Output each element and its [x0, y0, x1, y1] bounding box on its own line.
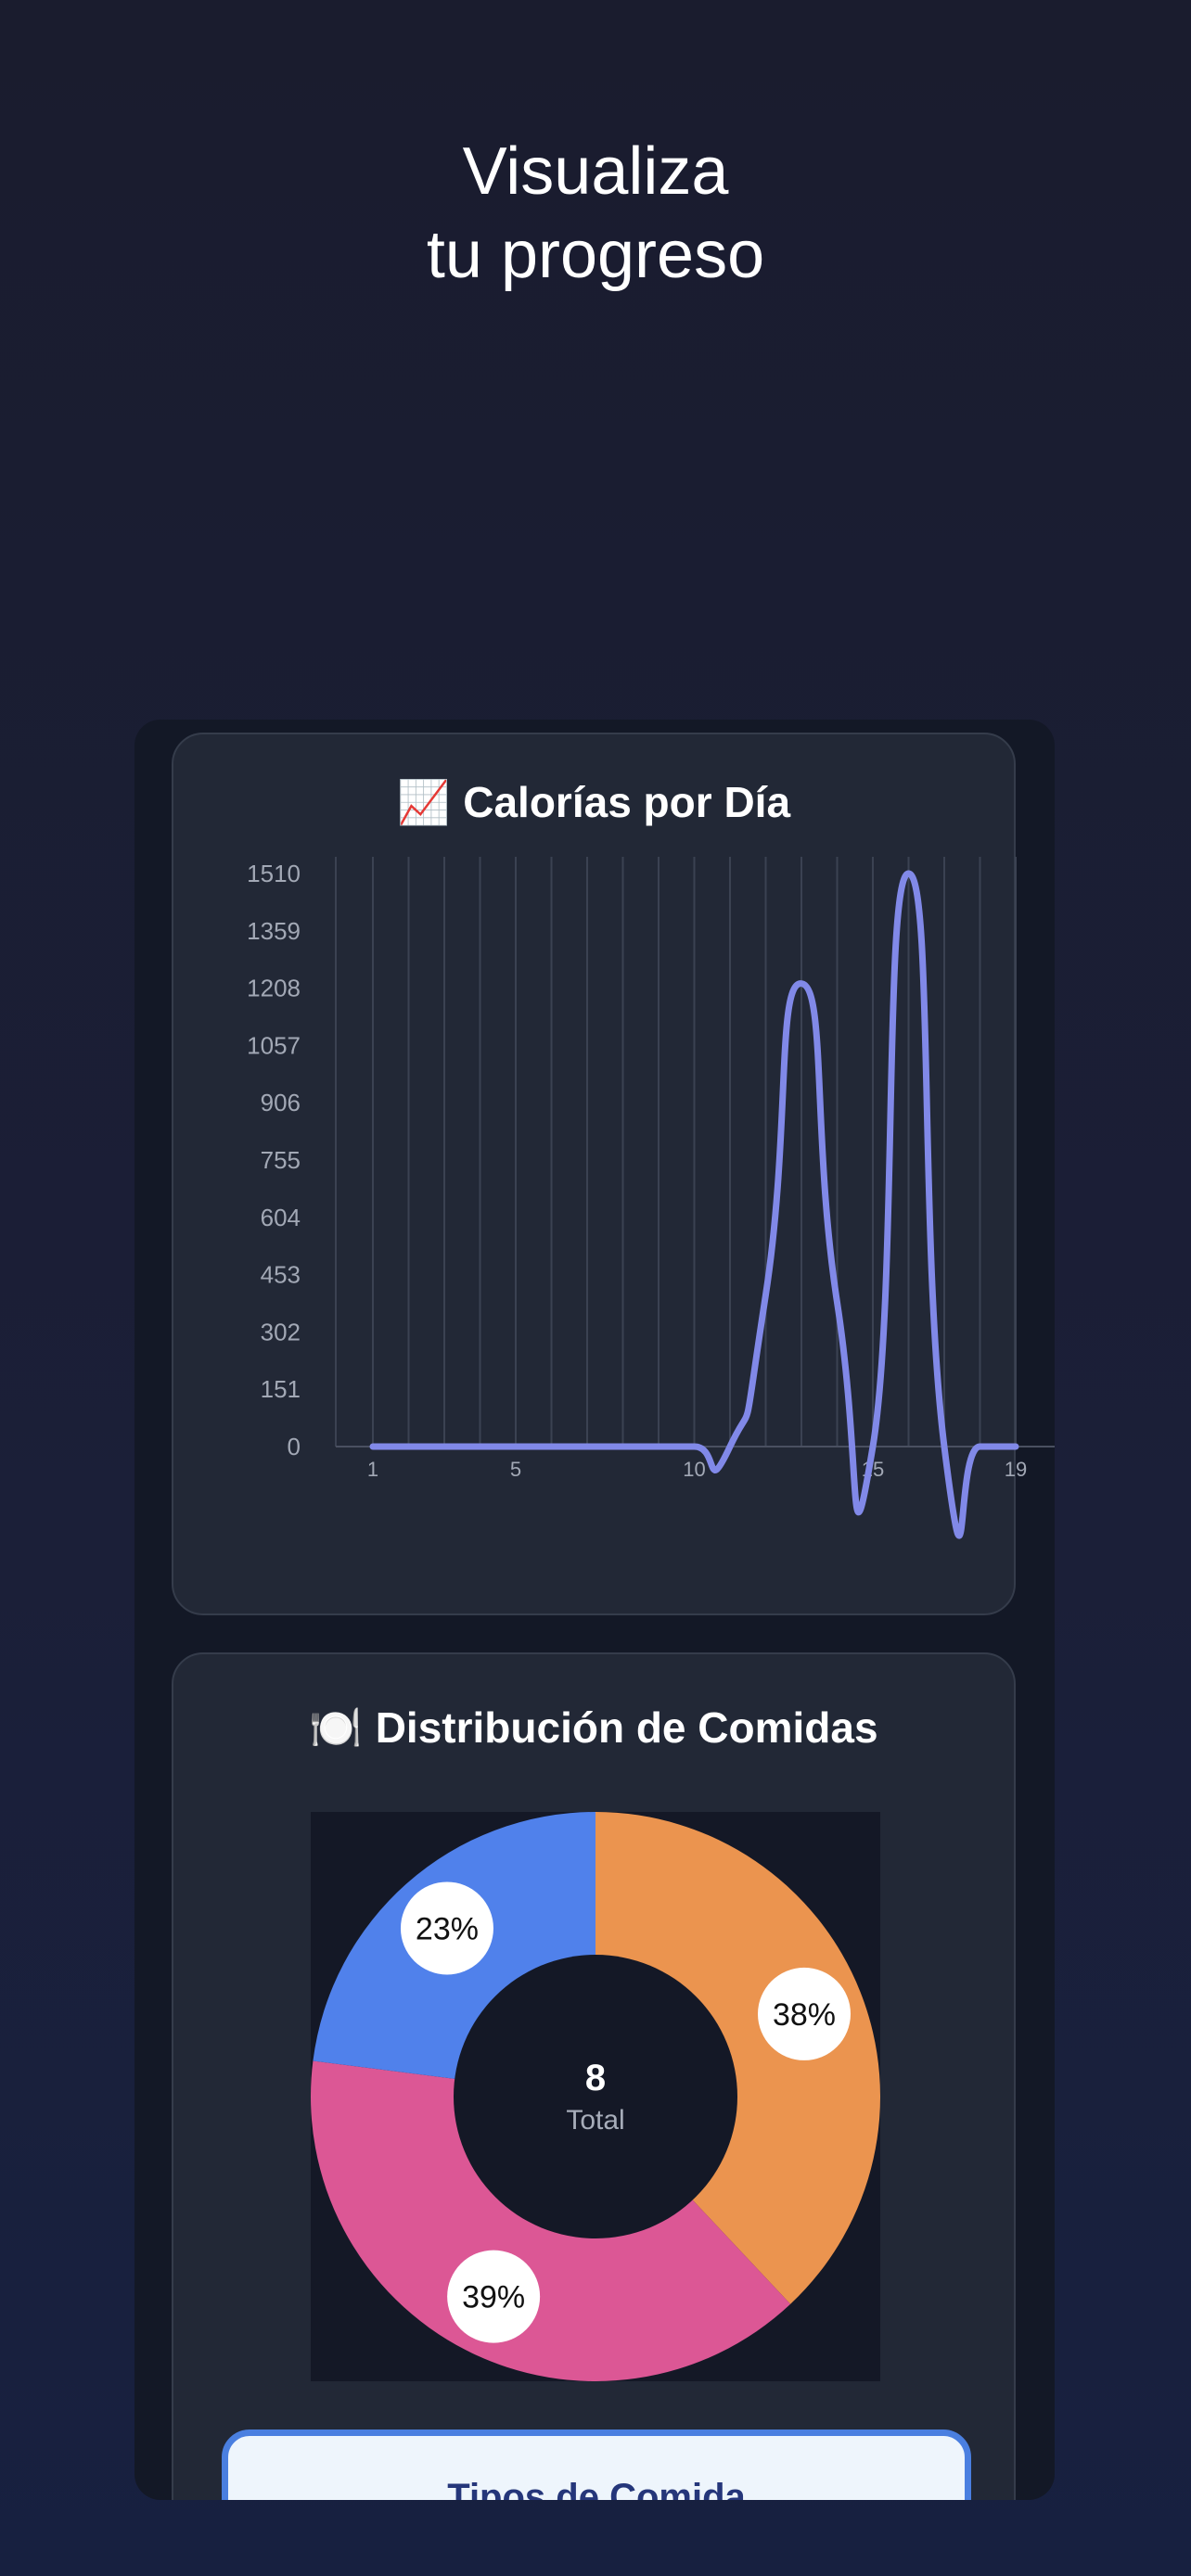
headline-line-1: Visualiza	[462, 134, 729, 209]
y-tick-label: 1510	[247, 860, 301, 887]
donut-slice	[596, 1812, 880, 2304]
meal-types-button-label: Tipos de Comida	[447, 2477, 746, 2500]
meals-title-text: Distribución de Comidas	[375, 1703, 878, 1752]
y-tick-label: 0	[288, 1433, 301, 1460]
y-tick-label: 302	[261, 1318, 301, 1345]
slice-label-bubble	[758, 1967, 852, 2060]
headline: Visualiza tu progreso	[0, 130, 1191, 297]
y-tick-label: 453	[261, 1261, 301, 1289]
meal-types-button[interactable]: Tipos de Comida	[222, 2429, 971, 2500]
calories-card-title: 📈 Calorías por Día	[173, 777, 1014, 828]
meals-donut-chart: 38% 39% 23% 8 Total	[311, 1812, 880, 2381]
x-tick-label: 19	[1005, 1458, 1027, 1481]
donut-total-value: 8	[585, 2058, 606, 2098]
y-tick-label: 1208	[247, 975, 301, 1002]
donut-hole	[454, 1955, 737, 2238]
app-screen: 📈 Calorías por Día 0 151 302 453 604 755 906 105…	[134, 720, 1055, 2500]
y-tick-label: 755	[261, 1146, 301, 1174]
y-tick-label: 604	[261, 1204, 301, 1231]
x-tick-label: 5	[510, 1458, 521, 1481]
meals-card: 🍽️ Distribución de Comidas 38% 39% 23% 8 To…	[172, 1652, 1016, 2500]
calories-card: 📈 Calorías por Día 0 151 302 453 604 755 906 105…	[172, 733, 1055, 1615]
meals-card-title: 🍽️ Distribución de Comidas	[173, 1702, 1014, 1753]
slice-percent-label: 38%	[773, 1997, 836, 2033]
x-tick-label: 10	[683, 1458, 705, 1481]
donut-total-label: Total	[566, 2105, 624, 2136]
slice-label-bubble	[400, 1881, 493, 1975]
y-tick-label: 906	[261, 1089, 301, 1116]
y-tick-label: 1359	[247, 917, 301, 945]
slice-label-bubble	[447, 2250, 541, 2343]
slice-percent-label: 39%	[462, 2280, 525, 2315]
chart-increasing-icon: 📈	[396, 778, 451, 826]
plate-cutlery-icon: 🍽️	[309, 1703, 363, 1752]
slice-percent-label: 23%	[416, 1911, 479, 1946]
calories-series-line	[369, 870, 1019, 1539]
headline-line-2: tu progreso	[426, 218, 765, 292]
x-tick-label: 1	[367, 1458, 378, 1481]
calories-title-text: Calorías por Día	[463, 778, 791, 826]
y-tick-label: 1057	[247, 1031, 301, 1059]
y-tick-label: 151	[261, 1375, 301, 1403]
